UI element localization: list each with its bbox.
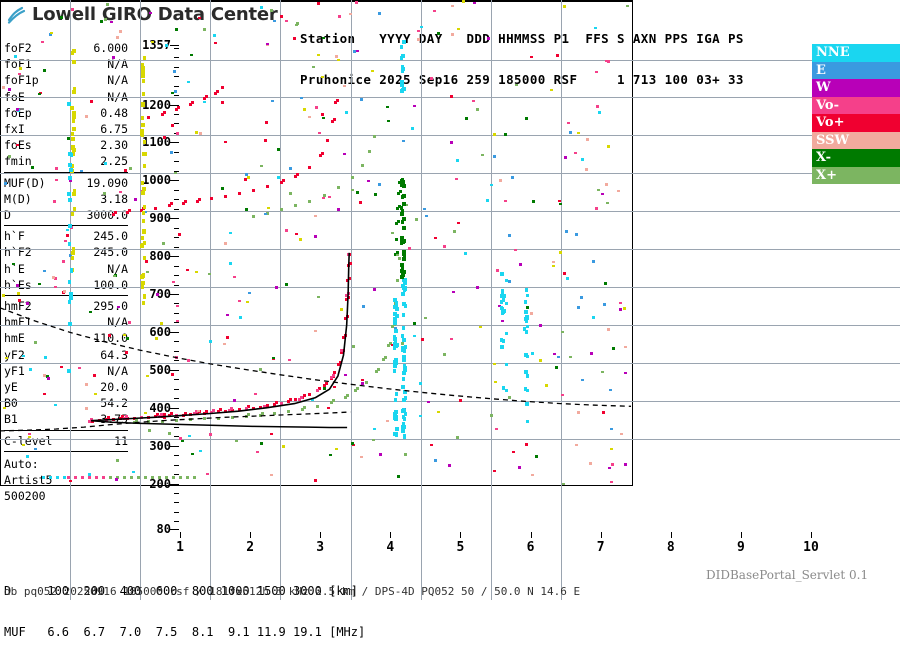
y-axis-tick-major <box>170 529 179 530</box>
muf-scale-row: MUF 6.6 6.7 7.0 7.5 8.1 9.1 11.9 19.1 [M… <box>4 626 365 640</box>
x-axis-label: 9 <box>737 540 745 555</box>
legend-item-nne[interactable]: NNE <box>812 44 900 62</box>
y-axis-tick <box>174 493 179 494</box>
x-axis: 1 2 3 4 5 6 7 8 9 10 <box>179 532 813 556</box>
muf-3000-dashed-curve <box>0 308 631 407</box>
x-axis-label: 7 <box>597 540 605 555</box>
x-axis-tick <box>320 532 321 538</box>
x-axis-tick <box>180 532 181 538</box>
legend-item-vo[interactable]: Vo+ <box>812 114 900 132</box>
legend-item-x[interactable]: X+ <box>812 167 900 185</box>
legend-item-w[interactable]: W <box>812 79 900 97</box>
y-axis-label: 80 <box>157 522 171 536</box>
y-axis-tick <box>174 512 179 513</box>
x-axis-label: 8 <box>667 540 675 555</box>
x-axis-tick <box>811 532 812 538</box>
x-axis-tick <box>250 532 251 538</box>
x-axis-tick <box>531 532 532 538</box>
status-line: db pq052 20250916 185000.rsf / 181fx512h… <box>4 585 580 598</box>
y-axis-tick <box>174 521 179 522</box>
legend-item-x[interactable]: X- <box>812 149 900 167</box>
x-axis-label: 6 <box>527 540 535 555</box>
x-axis-tick <box>601 532 602 538</box>
y-axis-tick <box>174 502 179 503</box>
x-axis-label: 5 <box>457 540 465 555</box>
x-axis-label: 10 <box>803 540 819 555</box>
legend-item-e[interactable]: E <box>812 62 900 80</box>
artist-scaled-o-trace <box>91 253 349 421</box>
x-axis-tick <box>460 532 461 538</box>
distance-muf-scale: D 100 200 400 600 800 1000 1500 3000 [km… <box>4 558 365 653</box>
x-axis-label: 2 <box>246 540 254 555</box>
x-axis-tick <box>390 532 391 538</box>
x-axis-tick <box>671 532 672 538</box>
x-axis-label: 1 <box>176 540 184 555</box>
lower-profile-dashed-curve <box>0 412 351 431</box>
legend-item-vo[interactable]: Vo- <box>812 97 900 115</box>
polarization-legend: NNE E W Vo- Vo+ SSW X- X+ <box>812 44 900 184</box>
scaled-lower-boundary <box>91 421 347 428</box>
autoscaler-code: 500200 <box>4 488 128 504</box>
servlet-version-label: DIDBasePortal_Servlet 0.1 <box>706 568 868 582</box>
model-curves-overlay <box>0 0 631 484</box>
x-axis-label: 3 <box>316 540 324 555</box>
legend-item-ssw[interactable]: SSW <box>812 132 900 150</box>
x-axis-tick <box>741 532 742 538</box>
ionogram-plot-area[interactable] <box>0 0 633 486</box>
x-axis-label: 4 <box>386 540 394 555</box>
